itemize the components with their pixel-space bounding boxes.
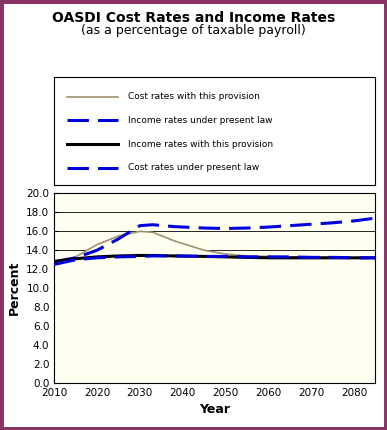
Text: Income rates with this provision: Income rates with this provision — [128, 140, 273, 148]
Text: Cost rates under present law: Cost rates under present law — [128, 163, 259, 172]
Text: Cost rates with this provision: Cost rates with this provision — [128, 92, 260, 101]
Text: (as a percentage of taxable payroll): (as a percentage of taxable payroll) — [81, 24, 306, 37]
Text: OASDI Cost Rates and Income Rates: OASDI Cost Rates and Income Rates — [52, 11, 335, 25]
Y-axis label: Percent: Percent — [8, 261, 21, 315]
X-axis label: Year: Year — [199, 403, 230, 416]
Text: Income rates under present law: Income rates under present law — [128, 116, 272, 125]
